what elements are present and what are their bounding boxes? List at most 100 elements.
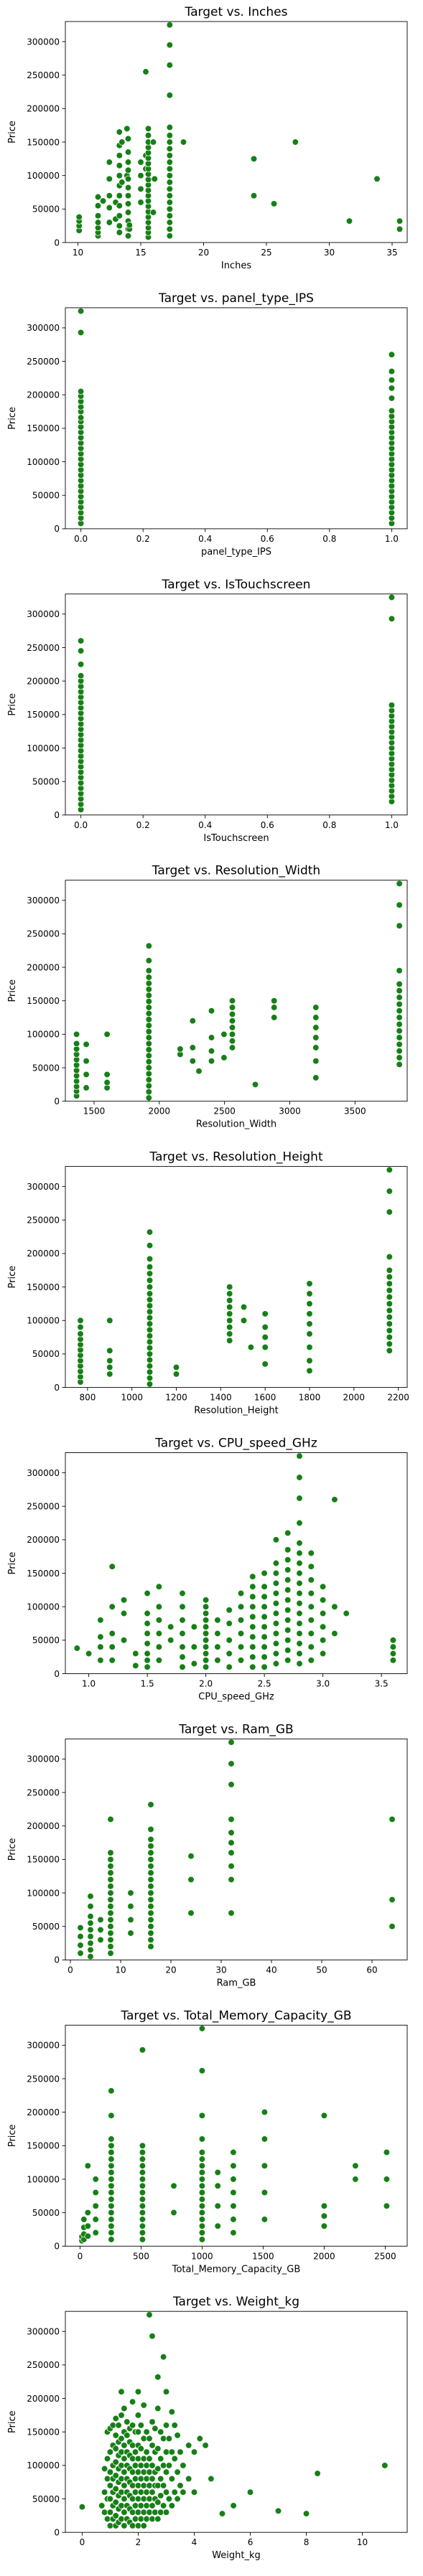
data-point: [171, 2422, 178, 2429]
data-point: [97, 1617, 104, 1624]
data-point: [145, 1052, 152, 1059]
y-tick-label: 250000: [27, 1787, 60, 1797]
data-point: [146, 1277, 154, 1284]
data-point: [145, 967, 152, 974]
data-point: [331, 1630, 338, 1637]
y-axis-label: Price: [7, 1552, 18, 1575]
y-tick-label: 100000: [27, 2174, 60, 2184]
data-point: [107, 1815, 114, 1823]
data-point: [77, 647, 85, 654]
data-point: [145, 1076, 152, 1083]
data-point: [116, 222, 123, 230]
data-point: [386, 1347, 393, 1354]
plot-frame: [65, 2311, 408, 2533]
data-point: [331, 1603, 338, 1610]
data-point: [396, 967, 403, 974]
data-point: [396, 980, 403, 988]
data-point: [226, 1663, 233, 1670]
data-point: [140, 2495, 147, 2503]
data-point: [319, 1650, 327, 1658]
data-point: [166, 199, 173, 206]
data-point: [120, 1637, 128, 1644]
data-point: [198, 2162, 206, 2169]
data-point: [107, 1923, 114, 1930]
x-tick-label: 1.0: [385, 820, 399, 830]
data-point: [83, 1071, 90, 1078]
data-point: [226, 1620, 233, 1627]
data-point: [146, 1314, 154, 1322]
data-point: [78, 2504, 86, 2511]
data-point: [80, 2216, 88, 2223]
data-point: [108, 2196, 115, 2203]
data-point: [190, 2488, 198, 2496]
y-tick-label: 150000: [27, 996, 60, 1006]
data-point: [145, 942, 152, 949]
data-point: [107, 1903, 114, 1910]
y-tick-label: 250000: [27, 2074, 60, 2084]
data-point: [124, 125, 131, 132]
data-point: [134, 2455, 142, 2463]
y-tick-label: 50000: [32, 205, 60, 215]
data-point: [77, 661, 85, 668]
data-point: [147, 1843, 154, 1850]
data-points: [78, 2311, 389, 2529]
data-point: [84, 2162, 91, 2169]
data-point: [112, 2415, 119, 2422]
x-tick-label: 1500: [252, 2251, 274, 2261]
data-point: [179, 1630, 186, 1637]
data-point: [180, 2462, 187, 2469]
data-point: [396, 922, 403, 929]
data-point: [143, 2428, 150, 2435]
data-point: [94, 212, 102, 220]
x-tick-label: 0.4: [198, 534, 212, 544]
data-point: [296, 1640, 303, 1647]
data-point: [124, 166, 132, 174]
data-point: [146, 1255, 154, 1263]
data-point: [144, 1630, 151, 1637]
data-point: [144, 1620, 151, 1627]
chart-title: Target vs. Resolution_Width: [152, 864, 320, 878]
data-point: [261, 1343, 269, 1351]
data-point: [139, 2222, 147, 2229]
data-point: [118, 2515, 125, 2523]
data-point: [108, 2229, 115, 2237]
data-point: [137, 2462, 144, 2469]
x-tick-label: 40: [266, 1965, 276, 1975]
data-point: [198, 2189, 206, 2196]
x-tick-label: 3.5: [375, 1679, 389, 1689]
data-point: [106, 2522, 114, 2529]
data-point: [307, 1563, 315, 1570]
data-point: [115, 2422, 122, 2429]
data-point: [272, 1599, 280, 1607]
y-tick-label: 250000: [27, 1501, 60, 1511]
data-point: [157, 2428, 164, 2435]
data-point: [202, 2442, 209, 2449]
data-point: [386, 1327, 393, 1334]
data-point: [146, 1381, 154, 1388]
data-point: [168, 2502, 175, 2509]
y-tick-label: 150000: [27, 2427, 60, 2438]
data-point: [386, 1293, 393, 1301]
y-tick-label: 200000: [27, 1535, 60, 1545]
data-point: [124, 175, 132, 182]
data-point: [230, 2229, 237, 2237]
y-tick-label: 0: [54, 810, 60, 820]
x-tick-label: 0.0: [74, 534, 88, 544]
data-point: [386, 1266, 393, 1274]
data-point: [77, 1924, 84, 1932]
data-point: [198, 2067, 206, 2074]
data-point: [139, 2189, 147, 2196]
data-point: [146, 1326, 154, 1333]
x-tick-label: 60: [366, 1965, 377, 1975]
y-tick-label: 300000: [27, 1468, 60, 1478]
data-point: [165, 2462, 173, 2469]
data-point: [202, 1597, 210, 1604]
data-point: [109, 2422, 116, 2429]
x-axis-label: CPU_speed_GHz: [198, 1692, 274, 1703]
data-point: [92, 2229, 99, 2237]
data-point: [124, 192, 132, 199]
data-point: [107, 1889, 114, 1896]
data-point: [139, 2148, 147, 2156]
data-point: [214, 1630, 221, 1637]
data-point: [103, 2455, 111, 2463]
